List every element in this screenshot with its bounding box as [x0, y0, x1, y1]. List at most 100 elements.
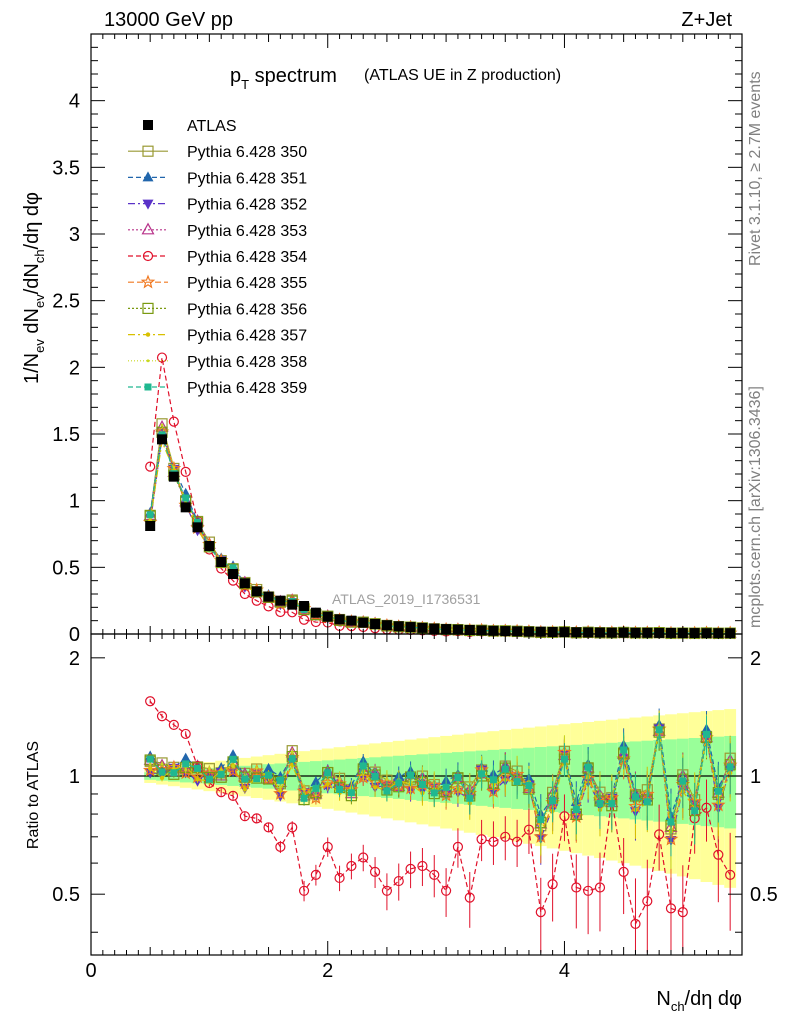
ratio-point [180, 752, 192, 763]
ratio-point [464, 892, 475, 903]
atlas-point [310, 607, 321, 618]
ratio-point [227, 790, 239, 801]
ratio-tick-label-right: 0.5 [750, 884, 778, 906]
title-sub: T [241, 77, 249, 92]
ratio-point [255, 766, 259, 770]
ratio-point [679, 777, 687, 785]
ratio-point [594, 882, 606, 893]
y-tick-label: 1 [69, 491, 80, 513]
data-point [172, 465, 176, 469]
ratio-point [346, 860, 357, 872]
ratio-point [417, 860, 428, 872]
data-point [145, 461, 156, 472]
header-left: 13000 GeV pp [104, 9, 233, 31]
ratio-point [713, 849, 724, 860]
y-tick-label: 4 [69, 91, 80, 113]
atlas-point [322, 611, 333, 622]
ratio-point [205, 775, 213, 783]
ratio-point [466, 794, 474, 802]
ratio-point [170, 769, 178, 777]
series-line-ratio [150, 728, 731, 833]
atlas-data-layer [145, 434, 736, 639]
ratio-point [440, 885, 452, 896]
data-point [180, 466, 191, 477]
legend-marker [145, 332, 151, 337]
ratio-point [535, 907, 546, 918]
ratio-point [452, 841, 464, 852]
ratio-point [701, 802, 712, 813]
ratio-point [512, 836, 523, 847]
ratio-point [500, 831, 511, 842]
ratio-point [287, 822, 298, 833]
svg-text:Nch/dη dφ: Nch/dη dφ [656, 988, 742, 1014]
ratio-point [298, 885, 310, 896]
data-point [298, 614, 310, 625]
y-tick-label: 3.5 [52, 157, 80, 179]
legend-marker [142, 171, 154, 182]
series-layer [142, 352, 738, 953]
data-point [168, 416, 179, 427]
ratio-point [239, 811, 250, 822]
title-rest: spectrum [249, 65, 337, 87]
ratio-point [537, 816, 545, 824]
x-tick-label: 4 [559, 960, 570, 982]
ratio-point [158, 768, 166, 776]
legend-label: Pythia 6.428 351 [187, 170, 307, 187]
ratio-point [182, 760, 190, 768]
ratio-point [583, 885, 594, 896]
data-point [239, 588, 250, 600]
legend-marker [146, 359, 150, 363]
ratio-point [571, 882, 582, 893]
ratio-tick-label-left: 2 [69, 648, 80, 670]
data-point [155, 420, 169, 432]
x-tick-label: 0 [85, 960, 96, 982]
atlas-point [299, 601, 310, 611]
ratio-point [677, 907, 688, 918]
y-tick-label: 0 [69, 624, 80, 646]
ratio-point [549, 796, 557, 804]
ratio-point [312, 784, 320, 792]
series-line-ratio [150, 728, 731, 841]
ratio-point [273, 785, 288, 800]
band-1sigma [570, 744, 583, 815]
legend-entry: Pythia 6.428 359 [128, 380, 307, 397]
ratio-point [251, 813, 262, 824]
band-1sigma [534, 747, 547, 811]
ratio-point [359, 762, 367, 770]
ratio-point [620, 746, 628, 754]
ratio-point [145, 696, 156, 707]
ratio-point [618, 866, 629, 877]
ratio-tick-label-left: 1 [69, 766, 80, 788]
ratio-tick-label-right: 2 [750, 648, 761, 670]
ratio-point [142, 762, 158, 777]
legend-marker [142, 250, 154, 262]
data-point [275, 606, 286, 618]
ratio-tick-label-right: 1 [750, 766, 761, 788]
ratio-point [310, 776, 322, 787]
side-rivet: Rivet 3.1.10, ≥ 2.7M events [747, 71, 764, 266]
series-354 [145, 352, 736, 953]
ratio-point [229, 755, 237, 763]
atlas-point [405, 622, 416, 633]
ratio-point [430, 789, 438, 797]
ratio-point [547, 879, 558, 890]
ratio-point [278, 785, 282, 789]
ratio-point [265, 771, 273, 779]
title-paren: (ATLAS UE in Z production) [364, 67, 561, 84]
legend-label: Pythia 6.428 352 [187, 197, 307, 214]
legend-marker [142, 302, 154, 314]
ratio-point [596, 799, 604, 807]
ratio-point [241, 775, 249, 783]
band-1sigma [617, 742, 630, 819]
ratio-point [381, 885, 393, 896]
legend-entry: Pythia 6.428 350 [128, 144, 307, 161]
ratio-point [302, 787, 306, 791]
atlas-point [180, 502, 191, 513]
atlas-point [370, 619, 381, 629]
ratio-point [572, 806, 580, 814]
legend-marker [142, 199, 154, 210]
ratio-point [630, 918, 641, 930]
ratio-point [405, 863, 416, 874]
ratio-tick-label-left: 0.5 [52, 884, 80, 906]
ratio-point [290, 750, 294, 754]
